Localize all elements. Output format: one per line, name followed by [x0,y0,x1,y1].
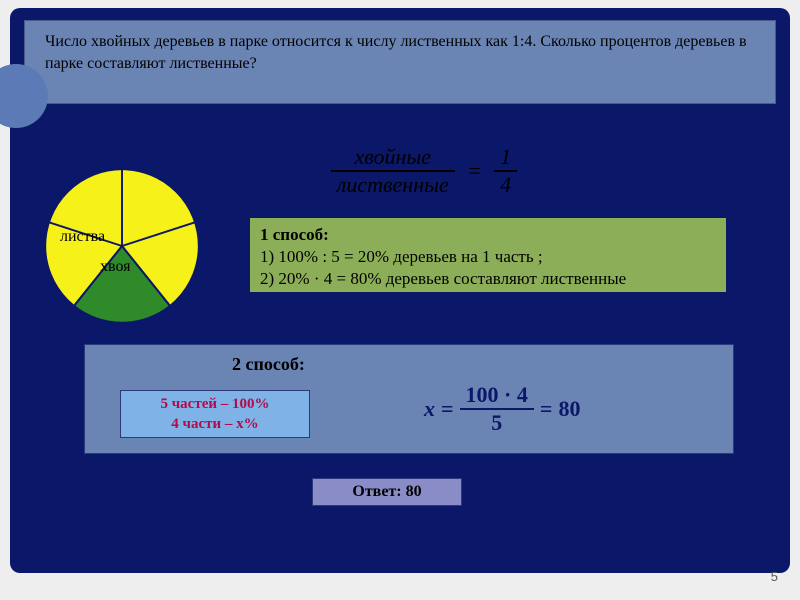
eqn-lhs: x [424,396,435,422]
pie-label-leaf: листва [60,228,105,246]
parts-line2: 4 части – х% [121,415,309,435]
pie-label-coniferous: хвоя [100,258,131,276]
parts-line1: 5 частей – 100% [121,395,309,415]
method1-box: 1 способ: 1) 100% : 5 = 20% деревьев на … [248,216,728,294]
eqn-eq2: = [540,396,553,422]
eqn-num: 100 · 4 [460,382,534,408]
answer-text: Ответ: 80 [352,483,421,500]
ratio-fraction: хвойные лиственные = 1 4 [304,144,544,198]
ratio-result-den: 4 [494,172,517,198]
eqn-den: 5 [460,410,534,436]
question-box: Число хвойных деревьев в парке относится… [24,20,776,104]
ratio-result-num: 1 [494,144,517,170]
answer-box: Ответ: 80 [312,478,462,506]
ratio-numerator: хвойные [331,144,455,170]
method2-equation: x = 100 · 4 5 = 80 [424,382,580,436]
parts-proportion-box: 5 частей – 100% 4 части – х% [120,390,310,438]
method1-line2: 2) 20% · 4 = 80% деревьев составляют лис… [260,268,716,290]
content-area: листва хвоя хвойные лиственные = 1 4 1 с… [24,104,776,564]
slide-frame: Число хвойных деревьев в парке относится… [10,8,790,573]
equals-sign: = [468,158,480,184]
method2-title: 2 способ: [232,354,305,375]
ratio-denominator: лиственные [331,172,455,198]
pie-chart: листва хвоя [42,166,202,326]
question-text: Число хвойных деревьев в парке относится… [45,33,747,72]
page-number: 5 [771,569,778,584]
eqn-eq1: = [441,396,454,422]
method1-title: 1 способ: [260,224,716,246]
method1-line1: 1) 100% : 5 = 20% деревьев на 1 часть ; [260,246,716,268]
eqn-result: 80 [558,396,580,422]
